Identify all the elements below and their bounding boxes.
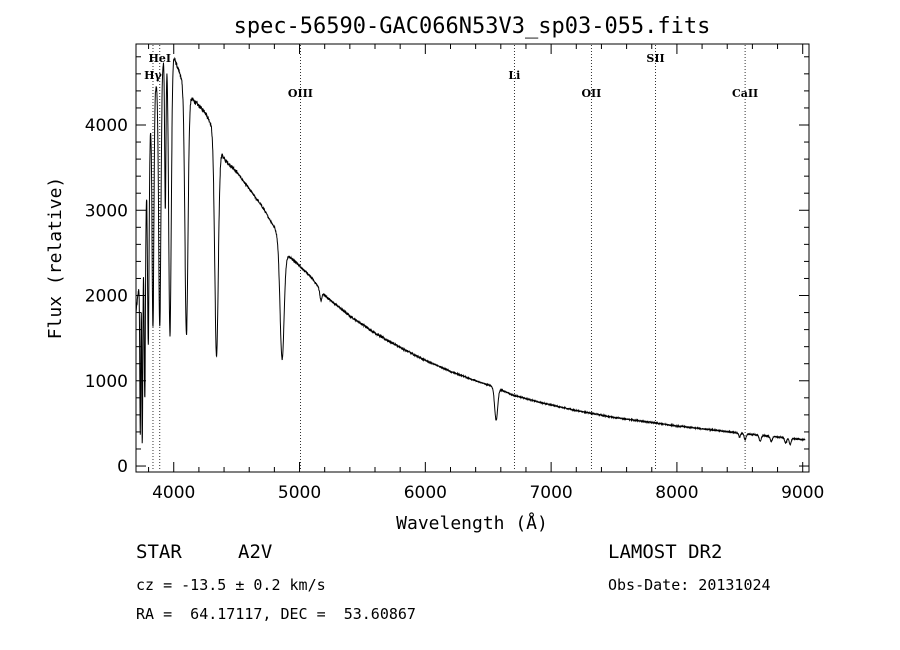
y-tick-label: 0 [117,457,128,477]
y-tick-label: 4000 [85,116,128,136]
x-axis-label: Wavelength (Å) [396,512,548,534]
redshift-cz: cz = -13.5 ± 0.2 km/s [136,576,326,594]
spectral-line-label: HeI [149,52,172,65]
object-type: STAR [136,541,182,563]
x-tick-label: 7000 [529,483,572,503]
y-tick-label: 1000 [85,372,128,392]
spectral-line-label: CaII [732,87,758,100]
spectral-line-label: Li [508,69,520,82]
spectral-line-label: OIII [288,87,313,100]
chart-title: spec-56590-GAC066N53V3_sp03-055.fits [234,14,711,39]
plot-frame [135,43,810,473]
spectral-line-label: Hγ [144,69,162,82]
spectral-subclass: A2V [238,541,273,563]
spectral-line-markers: Hγ HeI OIII Li OII SII CaII [144,45,758,471]
sky-coordinates: RA = 64.17117, DEC = 53.60867 [136,605,416,623]
x-tick-label: 8000 [655,483,698,503]
y-axis-label: Flux (relative) [45,177,66,340]
axis-ticks: 4000 5000 6000 7000 8000 9000 0 1000 2000 3000 400… [85,44,824,503]
spectrum-series-line [135,56,806,446]
spectral-line-label: OII [581,87,601,100]
observation-date: Obs-Date: 20131024 [608,576,771,594]
y-tick-label: 3000 [85,201,128,221]
x-tick-label: 4000 [152,483,195,503]
survey-name: LAMOST DR2 [608,541,723,563]
y-tick-label: 2000 [85,287,128,307]
x-tick-label: 9000 [781,483,824,503]
x-tick-label: 6000 [404,483,447,503]
spectral-line-label: SII [646,52,664,65]
x-tick-label: 5000 [278,483,321,503]
